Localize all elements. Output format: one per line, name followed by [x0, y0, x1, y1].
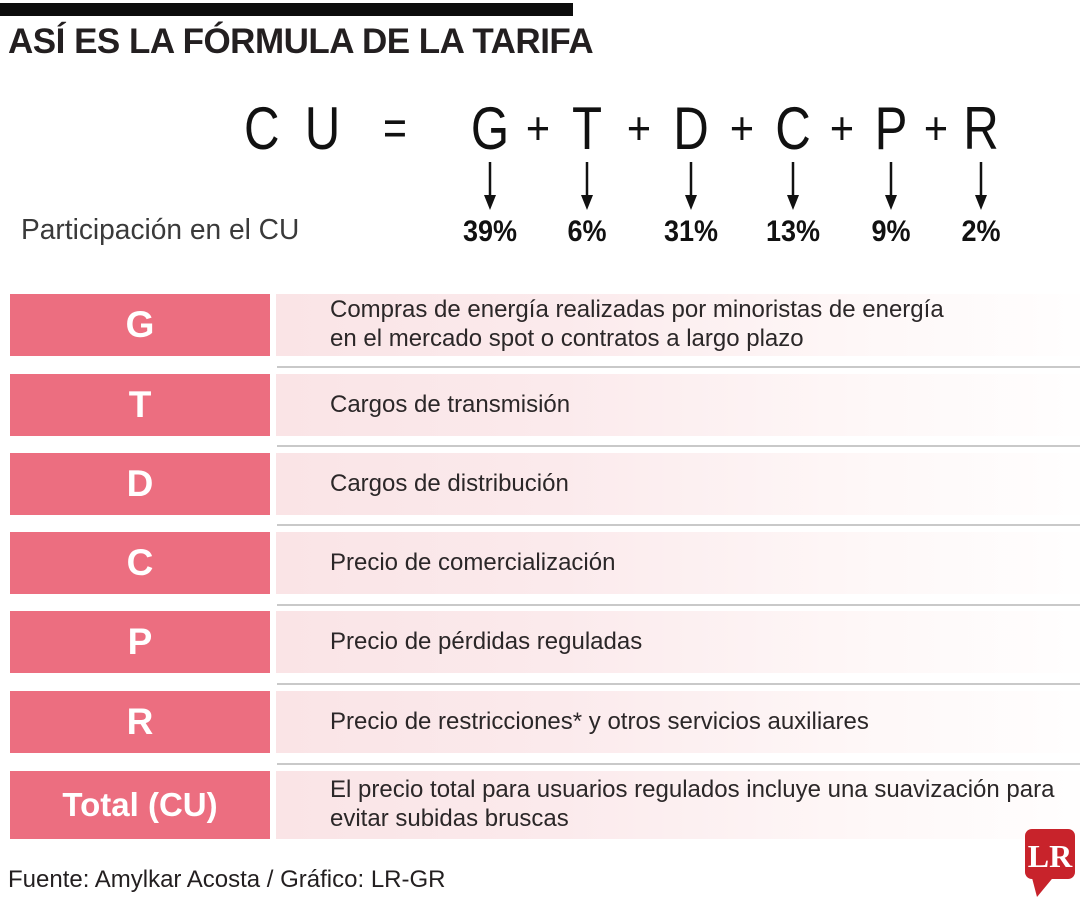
formula-term-d: D	[673, 94, 709, 162]
row-label-c: C	[10, 532, 270, 594]
row-separator	[277, 683, 1080, 685]
formula-plus-sign: +	[525, 102, 551, 154]
source-credit: Fuente: Amylkar Acosta / Gráfico: LR-GR	[8, 866, 446, 893]
formula-equals-sign: =	[383, 100, 407, 156]
row-description-g: Compras de energía realizadas por minori…	[276, 294, 1080, 356]
row-separator	[277, 604, 1080, 606]
row-description-r: Precio de restricciones* y otros servici…	[276, 691, 1080, 753]
formula-term-t: T	[571, 94, 603, 162]
title-rule-bar	[0, 3, 573, 16]
formula-plus-sign: +	[923, 102, 949, 154]
share-g: 39%	[462, 215, 518, 248]
row-label-total: Total (CU)	[10, 771, 270, 839]
row-separator	[277, 763, 1080, 765]
row-label-r: R	[10, 691, 270, 753]
row-label-d: D	[10, 453, 270, 515]
participation-label: Participación en el CU	[21, 214, 300, 246]
lr-logo-icon: LR	[1025, 829, 1075, 897]
row-label-p: P	[10, 611, 270, 673]
row-description-p: Precio de pérdidas reguladas	[276, 611, 1080, 673]
row-separator	[277, 366, 1080, 368]
row-separator	[277, 524, 1080, 526]
formula-term-p: P	[874, 94, 908, 162]
share-d: 31%	[663, 215, 719, 248]
formula-term-r: R	[963, 94, 999, 162]
down-arrow-icon	[484, 162, 496, 210]
lr-logo-text: LR	[1028, 838, 1073, 874]
formula-term-g: G	[470, 94, 510, 162]
row-description-d: Cargos de distribución	[276, 453, 1080, 515]
share-c: 13%	[765, 215, 821, 248]
share-t: 6%	[567, 215, 607, 248]
formula-plus-sign: +	[626, 102, 652, 154]
row-separator	[277, 445, 1080, 447]
row-description-t: Cargos de transmisión	[276, 374, 1080, 436]
row-description-c: Precio de comercialización	[276, 532, 1080, 594]
formula-term-c: C	[775, 94, 811, 162]
formula-plus-sign: +	[729, 102, 755, 154]
share-r: 2%	[961, 215, 1001, 248]
page-title: ASÍ ES LA FÓRMULA DE LA TARIFA	[8, 22, 594, 61]
row-label-g: G	[10, 294, 270, 356]
down-arrow-icon	[975, 162, 987, 210]
down-arrow-icon	[581, 162, 593, 210]
row-label-t: T	[10, 374, 270, 436]
share-p: 9%	[871, 215, 911, 248]
formula-plus-sign: +	[829, 102, 855, 154]
formula-result-cu: C U	[244, 94, 346, 162]
row-description-total: El precio total para usuarios regulados …	[276, 771, 1080, 839]
down-arrow-icon	[787, 162, 799, 210]
down-arrow-icon	[685, 162, 697, 210]
down-arrow-icon	[885, 162, 897, 210]
